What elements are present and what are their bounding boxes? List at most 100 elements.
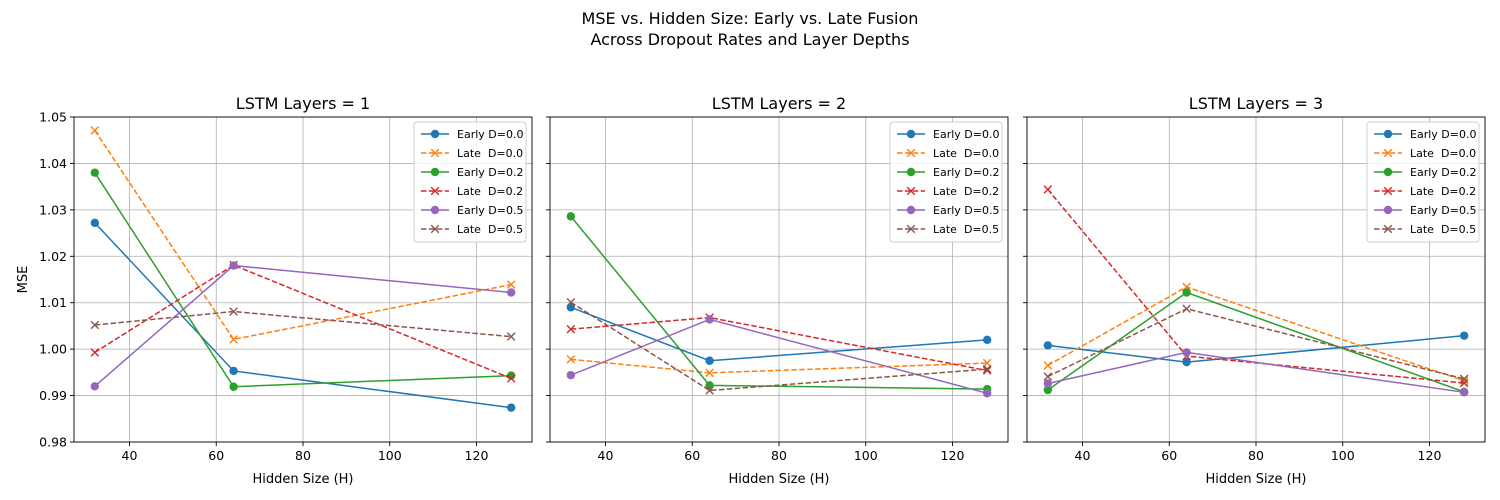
- data-point: [982, 335, 992, 345]
- data-point: [705, 356, 714, 365]
- subplot-title: LSTM Layers = 1: [236, 94, 370, 113]
- x-tick-label: 60: [208, 448, 224, 463]
- x-tick-label: 80: [771, 448, 787, 463]
- legend-entry-label: Late D=0.5: [933, 223, 999, 236]
- data-point: [1043, 379, 1053, 388]
- legend-swatch-marker: [430, 167, 440, 177]
- x-axis-label: Hidden Size (H): [1206, 472, 1307, 487]
- legend-swatch-marker: [906, 129, 916, 139]
- data-point: [705, 386, 714, 395]
- data-point: [1043, 385, 1053, 395]
- data-point: [506, 288, 516, 297]
- y-tick-label: 1.01: [39, 295, 67, 310]
- legend-swatch-marker: [906, 186, 916, 196]
- data-point: [229, 366, 238, 376]
- subplot-3: 40 60 80 100 120 LSTM Layers = 3 Hidden Size (…: [1023, 94, 1486, 487]
- legend-entry-label: Late D=0.0: [1410, 147, 1476, 160]
- data-point: [982, 364, 992, 374]
- legend-entry-label: Late D=0.5: [1410, 223, 1476, 236]
- data-point: [90, 382, 100, 391]
- y-tick-label: 1.00: [39, 342, 67, 357]
- y-tick-label: 0.98: [39, 435, 67, 450]
- data-point: [566, 297, 576, 307]
- legend: Early D=0.0 Late D=0.0 Early D=0.2 Late D=0…: [889, 121, 1003, 243]
- subplot-panels: 40 60 80 100 120 0.98 0.99 1.00 1.01 1.02 1.03 1.04…: [16, 94, 1486, 487]
- legend-box: [413, 121, 527, 243]
- data-point: [1459, 374, 1469, 384]
- y-tick-label: 1.03: [39, 202, 67, 217]
- data-point: [90, 320, 100, 330]
- legend-entry-label: Early D=0.2: [1410, 166, 1476, 179]
- legend-swatch-marker: [906, 167, 916, 177]
- legend-entry-label: Early D=0.5: [1410, 204, 1476, 217]
- data-point: [229, 382, 238, 391]
- data-point: [566, 212, 576, 221]
- data-point: [566, 324, 576, 334]
- subplot-1: 40 60 80 100 120 0.98 0.99 1.00 1.01 1.02 1.03 1.04…: [16, 94, 533, 487]
- series-line-2: [94, 130, 512, 341]
- subplot-2: 40 60 80 100 120 LSTM Layers = 2 Hidden Size (…: [546, 94, 1009, 487]
- legend-entry-label: Early D=0.0: [933, 128, 999, 141]
- x-tick-label: 80: [1248, 448, 1264, 463]
- legend-entry-label: Early D=0.5: [457, 204, 523, 217]
- legend-entry-label: Early D=0.2: [457, 166, 523, 179]
- legend-swatch-marker: [1383, 167, 1393, 177]
- y-axis-label: MSE: [16, 266, 31, 294]
- data-point: [1459, 388, 1469, 397]
- data-point: [1182, 304, 1191, 314]
- legend: Early D=0.0 Late D=0.0 Early D=0.2 Late D=0…: [1366, 121, 1480, 243]
- data-point: [90, 348, 100, 357]
- data-point: [90, 168, 100, 177]
- data-point: [1182, 357, 1191, 367]
- data-point: [506, 403, 516, 412]
- x-tick-label: 100: [1331, 448, 1355, 463]
- y-tick-label: 1.05: [39, 110, 67, 125]
- legend-entry-label: Late D=0.0: [457, 147, 523, 160]
- x-axis-label: Hidden Size (H): [253, 472, 354, 487]
- data-point: [229, 335, 238, 344]
- x-tick-label: 40: [1075, 448, 1091, 463]
- legend-swatch-marker: [906, 148, 916, 158]
- subplot-title: LSTM Layers = 2: [712, 94, 846, 113]
- legend-entry-label: Early D=0.2: [933, 166, 999, 179]
- legend-box: [889, 121, 1003, 243]
- data-point: [705, 368, 714, 378]
- y-tick-label: 1.02: [39, 249, 67, 264]
- legend-swatch-marker: [1383, 129, 1393, 139]
- data-point: [1043, 185, 1053, 194]
- data-point: [982, 366, 992, 375]
- legend-swatch-marker: [430, 205, 440, 215]
- data-point: [506, 332, 516, 341]
- legend-entry-label: Late D=0.2: [457, 185, 523, 198]
- data-point: [566, 370, 576, 380]
- x-tick-label: 100: [378, 448, 402, 463]
- x-tick-label: 60: [684, 448, 700, 463]
- x-tick-label: 40: [122, 448, 138, 463]
- data-point: [90, 126, 100, 135]
- data-point: [506, 280, 516, 289]
- legend-swatch-marker: [430, 224, 440, 234]
- data-point: [1459, 331, 1469, 340]
- data-point: [1182, 288, 1191, 297]
- legend-swatch-marker: [1383, 148, 1393, 158]
- data-point: [1182, 348, 1191, 357]
- legend-entry-label: Early D=0.5: [933, 204, 999, 217]
- data-point: [229, 307, 238, 316]
- data-point: [90, 218, 100, 228]
- x-tick-label: 80: [295, 448, 311, 463]
- data-point: [506, 374, 516, 383]
- legend: Early D=0.0 Late D=0.0 Early D=0.2 Late D=0…: [413, 121, 527, 243]
- figure-title-line1: MSE vs. Hidden Size: Early vs. Late Fusi…: [582, 9, 919, 28]
- data-point: [1043, 372, 1053, 381]
- series-line-4: [94, 264, 512, 380]
- y-tick-label: 0.99: [39, 388, 67, 403]
- legend-swatch-marker: [1383, 224, 1393, 234]
- x-tick-label: 40: [598, 448, 614, 463]
- data-point: [566, 355, 576, 364]
- data-point: [1043, 361, 1053, 370]
- legend-swatch-marker: [1383, 205, 1393, 215]
- x-tick-label: 100: [854, 448, 878, 463]
- x-tick-label: 120: [465, 448, 489, 463]
- data-point: [982, 389, 992, 398]
- legend-swatch-marker: [430, 129, 440, 139]
